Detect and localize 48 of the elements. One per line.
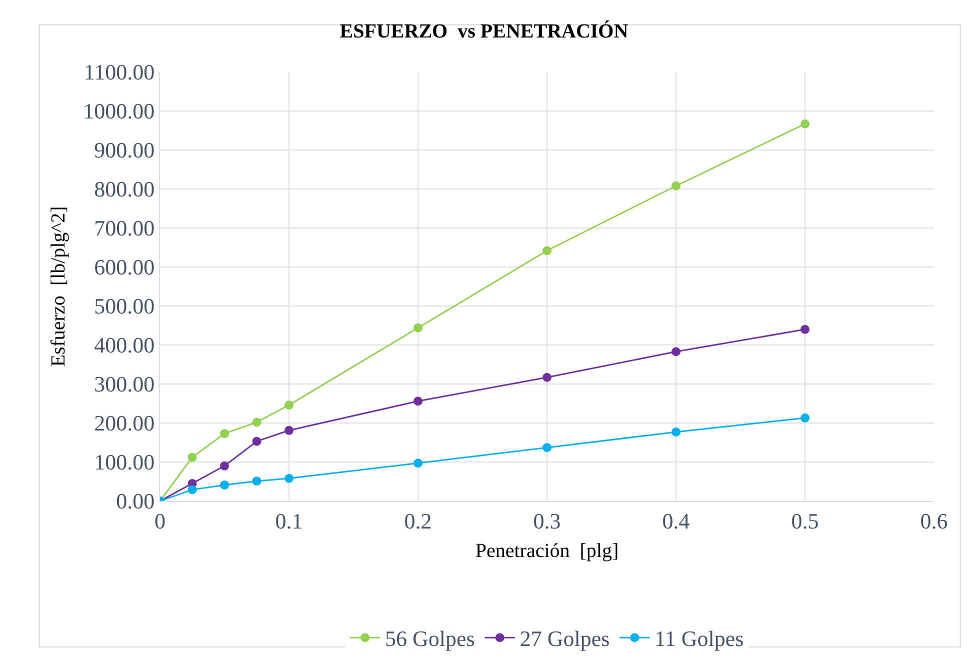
point [188,452,197,462]
x-tick-label: 0.5 [791,508,819,534]
y-tick-label: 800.00 [94,176,155,202]
y-tick-label: 100.00 [94,450,155,475]
point [220,429,229,438]
x-tick-label: 0.2 [404,508,432,534]
point [800,413,810,422]
x-tick-label: 0.6 [920,508,948,534]
y-tick-label: 500.00 [94,294,155,319]
point [672,427,680,436]
chart-title: ESFUERZO vs PENETRACIÓN [340,19,629,42]
y-tick-label: 300.00 [94,372,155,397]
point [542,246,552,256]
y-axis-title: Esfuerzo [lb/plg^2] [48,206,70,367]
point [414,396,422,406]
point [414,323,422,332]
legend-label: 11 Golpes [654,626,744,652]
point [284,400,294,410]
y-tick-label: 1100.00 [84,60,155,85]
point [672,181,680,190]
x-axis-title: Penetración [plg] [475,540,619,562]
x-tick-label: 0.3 [533,508,561,534]
y-tick-label: 400.00 [94,332,155,358]
point [542,372,552,382]
y-tick-label: 0.00 [116,488,155,514]
x-tick-label: 0.4 [662,508,690,534]
y-tick-label: 1000.00 [83,98,155,124]
point [252,436,262,446]
point [252,476,262,486]
point [220,461,229,470]
x-tick-label: 0 [154,508,166,534]
point [672,347,680,356]
y-tick-label: 900.00 [94,138,155,163]
y-tick-label: 700.00 [94,216,155,241]
point [542,443,552,452]
legend-label: 56 Golpes [385,626,475,652]
point [800,324,810,334]
point [284,426,294,435]
point [800,119,810,128]
point [414,458,422,468]
y-tick-label: 200.00 [94,410,155,436]
x-tick-label: 0.1 [275,508,303,534]
point [188,485,197,494]
point [284,474,294,483]
y-tick-label: 600.00 [94,254,155,280]
legend-label: 27 Golpes [520,626,610,652]
point [252,418,262,427]
point [220,480,229,490]
